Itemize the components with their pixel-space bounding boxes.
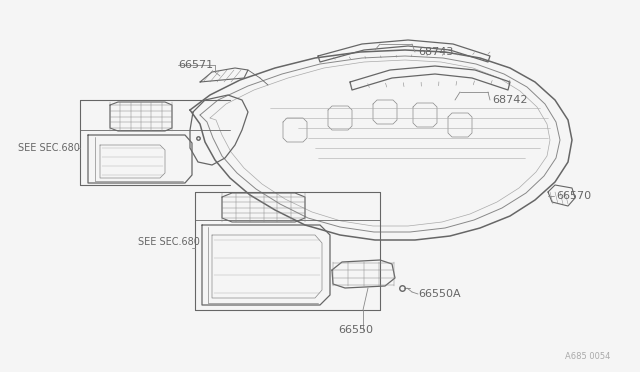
Text: 68743: 68743 bbox=[418, 47, 453, 57]
Text: SEE SEC.680: SEE SEC.680 bbox=[18, 143, 80, 153]
Text: 66570: 66570 bbox=[556, 191, 591, 201]
Text: 66571: 66571 bbox=[178, 60, 213, 70]
Text: SEE SEC.680: SEE SEC.680 bbox=[138, 237, 200, 247]
Text: 68742: 68742 bbox=[492, 95, 527, 105]
Text: A685 0054: A685 0054 bbox=[565, 352, 611, 361]
Text: 66550A: 66550A bbox=[418, 289, 461, 299]
Text: 66550: 66550 bbox=[338, 325, 373, 335]
